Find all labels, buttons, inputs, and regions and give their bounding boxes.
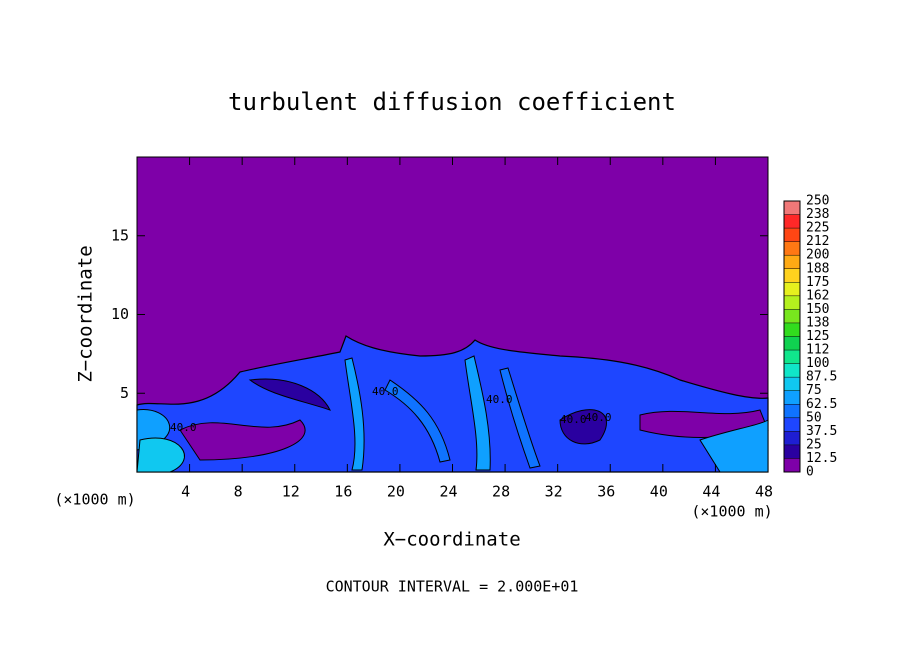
colorbar-label: 75	[806, 383, 822, 398]
y-tick-label: 10	[111, 305, 129, 323]
contour-label: 40.0	[560, 413, 587, 426]
colorbar-label: 12.5	[806, 451, 837, 466]
colorbar-label: 175	[806, 275, 829, 290]
high-region	[344, 357, 365, 471]
colorbar-label: 150	[806, 302, 829, 317]
x-tick-label: 4	[181, 483, 190, 501]
x-tick-label: 40	[650, 483, 668, 501]
high-region	[384, 379, 451, 463]
colorbar-label: 225	[806, 221, 829, 236]
chart-title: turbulent diffusion coefficient	[228, 88, 676, 116]
colorbar-label: 212	[806, 234, 829, 249]
colorbar-label: 25	[806, 437, 822, 452]
colorbar-band	[784, 309, 800, 323]
colorbar-band	[784, 282, 800, 296]
colorbar-label: 0	[806, 465, 814, 480]
colorbar-label: 62.5	[806, 397, 837, 412]
x-tick-label: 32	[545, 483, 563, 501]
colorbar-label: 250	[806, 194, 829, 209]
colorbar-band	[784, 404, 800, 418]
colorbar-label: 37.5	[806, 424, 837, 439]
high-region	[464, 355, 491, 471]
colorbar-label: 50	[806, 410, 822, 425]
x-tick-label: 44	[702, 483, 720, 501]
colorbar-band	[784, 322, 800, 337]
mid-region	[559, 409, 607, 445]
colorbar-band	[784, 350, 800, 364]
colorbar-band	[784, 295, 800, 310]
colorbar-band	[784, 363, 800, 378]
colorbar-band	[784, 336, 800, 351]
colorbar-band	[784, 201, 800, 215]
x-unit: (×1000 m)	[54, 491, 135, 509]
colorbar-band	[784, 214, 800, 229]
high-region	[499, 367, 541, 469]
colorbar-band	[784, 255, 800, 269]
colorbar-band	[784, 377, 800, 391]
colorbar-band	[784, 417, 800, 432]
low-region	[179, 419, 306, 461]
colorbar-label: 162	[806, 288, 829, 303]
x-tick-label: 8	[234, 483, 243, 501]
footer: CONTOUR INTERVAL = 2.000E+01	[326, 578, 579, 596]
colorbar-band	[784, 241, 800, 256]
y-axis-label: Z−coordinate	[75, 245, 97, 382]
colorbar-band	[784, 431, 800, 445]
mid-region	[248, 378, 331, 411]
colorbar-band	[784, 390, 800, 405]
field	[136, 157, 769, 473]
x-tick-label: 16	[334, 483, 352, 501]
colorbar-label: 200	[806, 248, 829, 263]
contour-label: 40.0	[372, 385, 399, 398]
colorbar-band	[784, 268, 800, 283]
colorbar-label: 138	[806, 315, 829, 330]
colorbar-label: 87.5	[806, 370, 837, 385]
x-unit: (×1000 m)	[691, 503, 772, 521]
contour-label: 40.0	[585, 411, 612, 424]
contour-label: 40.0	[170, 421, 197, 434]
colorbar-label: 112	[806, 343, 829, 358]
colorbar-label: 125	[806, 329, 829, 344]
colorbar-band	[784, 444, 800, 459]
x-tick-label: 20	[387, 483, 405, 501]
colorbar-band	[784, 228, 800, 242]
x-axis-label: X−coordinate	[383, 529, 520, 551]
x-tick-label: 36	[597, 483, 615, 501]
colorbar-band	[784, 458, 800, 472]
colorbar-label: 238	[806, 207, 829, 222]
x-tick-label: 24	[439, 483, 457, 501]
x-tick-label: 12	[282, 483, 300, 501]
y-tick-label: 15	[111, 226, 129, 244]
x-tick-label: 28	[492, 483, 510, 501]
x-tick-label: 48	[755, 483, 773, 501]
y-tick-label: 5	[120, 384, 129, 402]
contour-label: 40.0	[486, 393, 513, 406]
colorbar-label: 100	[806, 356, 829, 371]
colorbar-label: 188	[806, 261, 829, 276]
